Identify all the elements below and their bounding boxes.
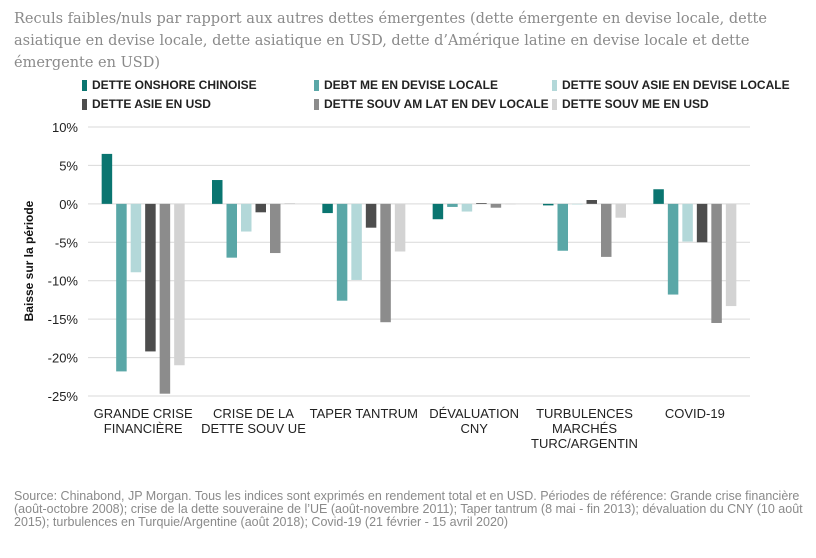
legend-swatch bbox=[552, 79, 557, 91]
bar bbox=[365, 203, 377, 228]
bar bbox=[696, 203, 708, 243]
y-tick-label: -20% bbox=[48, 351, 79, 366]
legend-item: DETTE ASIE EN USD bbox=[82, 97, 211, 111]
footnote: Source: Chinabond, JP Morgan. Tous les i… bbox=[14, 489, 803, 529]
bar bbox=[476, 203, 487, 204]
x-tick-label: MARCHÉS bbox=[552, 421, 617, 436]
bar bbox=[682, 203, 693, 242]
bar bbox=[145, 203, 156, 352]
legend-item: DEBT ME EN DEVISE LOCALE bbox=[314, 78, 498, 92]
bar bbox=[447, 203, 458, 207]
bar bbox=[351, 203, 362, 280]
x-tick-label: CRISE DE LA bbox=[213, 406, 294, 421]
y-axis-label: Baisse sur la période bbox=[22, 200, 36, 321]
x-tick-label: DETTE SOUV UE bbox=[201, 421, 306, 436]
legend-swatch bbox=[82, 98, 87, 110]
bar bbox=[116, 203, 127, 372]
bar bbox=[615, 203, 626, 218]
bar bbox=[667, 203, 679, 295]
bar bbox=[572, 203, 583, 205]
bar bbox=[101, 153, 113, 204]
legend-label: DEBT ME EN DEVISE LOCALE bbox=[324, 78, 499, 92]
legend-label: DETTE SOUV ME EN USD bbox=[562, 97, 709, 111]
y-tick-label: -25% bbox=[48, 389, 79, 404]
x-tick-label: COVID-19 bbox=[665, 406, 725, 421]
bar bbox=[322, 203, 333, 214]
chart-title: Reculs faibles/nuls par rapport aux autr… bbox=[14, 11, 767, 71]
x-tick-label: TAPER TANTRUM bbox=[310, 406, 418, 421]
y-tick-label: 10% bbox=[52, 120, 78, 135]
legend-label: DETTE SOUV ASIE EN DEVISE LOCALE bbox=[562, 78, 790, 92]
gridlines bbox=[88, 126, 750, 397]
x-tick-label: TURC/ARGENTIN bbox=[531, 436, 638, 451]
y-tick-label: -10% bbox=[48, 274, 79, 289]
bar bbox=[174, 203, 185, 366]
bars bbox=[101, 153, 737, 394]
legend-swatch bbox=[314, 98, 319, 110]
y-tick-label: -15% bbox=[48, 312, 79, 327]
bar bbox=[711, 203, 722, 323]
y-tick-label: 0% bbox=[59, 197, 78, 212]
legend-swatch bbox=[314, 79, 319, 91]
x-tick-label: DÉVALUATION bbox=[429, 406, 519, 421]
y-axis: 10% 5% 0% -5% -10% -15% -20% -25% bbox=[48, 120, 79, 404]
legend-label: DETTE ASIE EN USD bbox=[92, 97, 211, 111]
x-tick-label: TURBULENCES bbox=[536, 406, 633, 421]
y-tick-label: -5% bbox=[55, 235, 79, 250]
legend-item: DETTE ONSHORE CHINOISE bbox=[82, 78, 257, 92]
bar bbox=[557, 203, 568, 251]
bar bbox=[241, 203, 252, 232]
legend-item: DETTE SOUV AM LAT EN DEV LOCALE bbox=[314, 97, 549, 111]
x-tick-label: FINANCIÈRE bbox=[104, 421, 183, 436]
bar bbox=[270, 203, 281, 254]
bar-chart: 10% 5% 0% -5% -10% -15% -20% -25% GRANDE CRISEF… bbox=[22, 120, 750, 451]
bar bbox=[130, 203, 142, 273]
bar bbox=[586, 200, 597, 204]
bar bbox=[159, 203, 171, 394]
bar bbox=[725, 203, 737, 307]
bar bbox=[543, 203, 554, 206]
legend-item: DETTE SOUV ASIE EN DEVISE LOCALE bbox=[552, 78, 790, 92]
bar bbox=[394, 203, 406, 252]
legend-label: DETTE ONSHORE CHINOISE bbox=[92, 78, 257, 92]
legend-swatch bbox=[82, 79, 87, 91]
bar bbox=[653, 189, 664, 204]
bar bbox=[226, 203, 237, 258]
bar bbox=[505, 203, 516, 205]
bar bbox=[432, 203, 444, 220]
x-tick-label: GRANDE CRISE bbox=[94, 406, 193, 421]
bar bbox=[461, 203, 473, 212]
bar bbox=[490, 203, 502, 208]
bar bbox=[212, 180, 223, 204]
bar bbox=[284, 203, 295, 204]
legend-label: DETTE SOUV AM LAT EN DEV LOCALE bbox=[324, 97, 549, 111]
bar bbox=[336, 203, 348, 301]
bar bbox=[380, 203, 391, 323]
bar bbox=[255, 203, 266, 213]
x-tick-label: CNY bbox=[460, 421, 488, 436]
legend-swatch bbox=[552, 98, 557, 110]
bar bbox=[601, 203, 612, 257]
legend-item: DETTE SOUV ME EN USD bbox=[552, 97, 709, 111]
y-tick-label: 5% bbox=[59, 158, 78, 173]
